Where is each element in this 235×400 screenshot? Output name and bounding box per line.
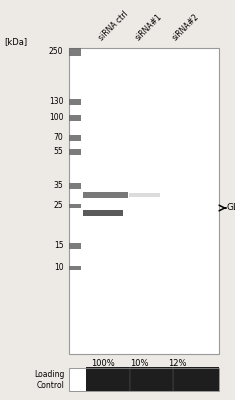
Text: siRNA#1: siRNA#1 bbox=[133, 12, 164, 42]
Text: 35: 35 bbox=[54, 182, 63, 190]
Bar bbox=[69, 183, 81, 189]
Bar bbox=[129, 193, 160, 196]
Text: siRNA#2: siRNA#2 bbox=[171, 12, 201, 42]
Text: [kDa]: [kDa] bbox=[5, 38, 28, 46]
Bar bbox=[69, 48, 81, 56]
Text: 10: 10 bbox=[54, 264, 63, 272]
Bar bbox=[69, 243, 81, 248]
Bar bbox=[83, 210, 123, 216]
Bar bbox=[69, 149, 81, 154]
Bar bbox=[83, 192, 128, 198]
Bar bbox=[69, 204, 81, 208]
Text: 55: 55 bbox=[54, 148, 63, 156]
Text: 25: 25 bbox=[54, 202, 63, 210]
Text: 100: 100 bbox=[49, 114, 63, 122]
Bar bbox=[69, 48, 219, 354]
Bar bbox=[69, 266, 81, 270]
Text: GLTP: GLTP bbox=[227, 204, 235, 212]
Text: 250: 250 bbox=[49, 48, 63, 56]
Bar bbox=[69, 135, 81, 140]
Text: 70: 70 bbox=[54, 134, 63, 142]
Text: 15: 15 bbox=[54, 242, 63, 250]
Bar bbox=[69, 116, 81, 121]
Text: 10%: 10% bbox=[131, 359, 149, 368]
Text: 100%: 100% bbox=[91, 359, 115, 368]
Bar bbox=[69, 368, 86, 391]
Bar bbox=[69, 368, 219, 391]
Bar bbox=[69, 99, 81, 104]
Text: siRNA ctrl: siRNA ctrl bbox=[97, 9, 130, 42]
Text: Loading
Control: Loading Control bbox=[34, 370, 65, 390]
Text: 130: 130 bbox=[49, 98, 63, 106]
Text: 12%: 12% bbox=[168, 359, 187, 368]
